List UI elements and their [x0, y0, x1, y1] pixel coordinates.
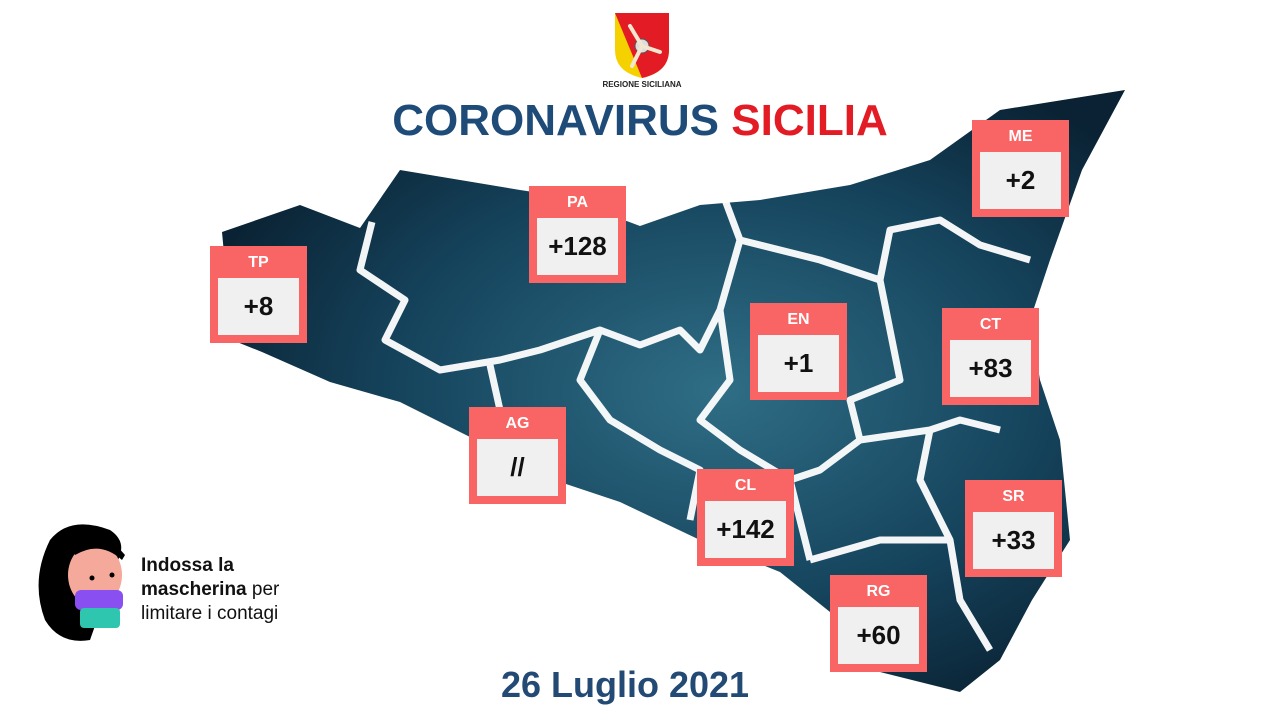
- province-value: +1: [758, 335, 839, 392]
- province-value: +128: [537, 218, 618, 275]
- province-code: RG: [866, 583, 891, 600]
- title-sicilia: SICILIA: [731, 96, 888, 145]
- province-code: CL: [734, 477, 757, 494]
- province-code: ME: [1008, 128, 1033, 145]
- province-value: //: [477, 439, 558, 496]
- province-value: +83: [950, 340, 1031, 397]
- province-value: +142: [705, 501, 786, 558]
- title-coronavirus: CORONAVIRUS: [392, 96, 720, 145]
- province-code: SR: [1002, 488, 1025, 505]
- province-value: +2: [980, 152, 1061, 209]
- province-box-me: ME +2: [972, 120, 1069, 217]
- province-value: +60: [838, 607, 919, 664]
- province-box-sr: SR +33: [965, 480, 1062, 577]
- province-box-tp: TP +8: [210, 246, 307, 343]
- woman-mask-icon: [30, 520, 130, 650]
- province-box-pa: PA +128: [529, 186, 626, 283]
- province-box-cl: CL +142: [697, 469, 794, 566]
- mask-message: Indossa la mascherina per limitare i con…: [141, 554, 279, 626]
- province-box-en: EN +1: [750, 303, 847, 400]
- logo-text: REGIONE SICILIANA: [602, 80, 682, 89]
- mask-text-rest2: limitare i contagi: [141, 603, 279, 624]
- province-value: +33: [973, 512, 1054, 569]
- province-code: PA: [566, 194, 589, 211]
- province-code: AG: [505, 415, 530, 432]
- province-code: EN: [787, 311, 810, 328]
- province-value: +8: [218, 278, 299, 335]
- regione-siciliana-logo: [612, 10, 672, 85]
- mask-text-bold1: Indossa la: [141, 555, 234, 576]
- date-label: 26 Luglio 2021: [500, 664, 750, 705]
- mask-text-bold2: mascherina: [141, 579, 247, 600]
- province-code: CT: [979, 316, 1002, 333]
- province-box-rg: RG +60: [830, 575, 927, 672]
- province-box-ag: AG //: [469, 407, 566, 504]
- mask-text-rest1: per: [246, 579, 280, 600]
- page-title: CORONAVIRUS SICILIA: [0, 96, 1280, 146]
- province-code: TP: [248, 254, 269, 271]
- province-box-ct: CT +83: [942, 308, 1039, 405]
